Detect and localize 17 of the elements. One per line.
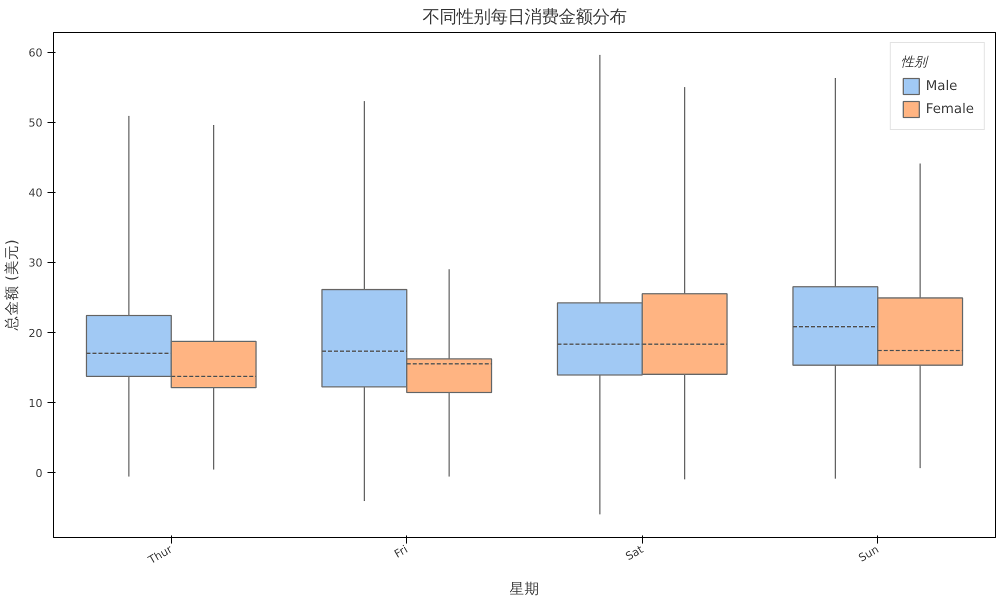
- y-tick-label: 30: [28, 256, 43, 270]
- y-tick-label: 50: [28, 116, 43, 130]
- legend-title: 性别: [900, 54, 930, 71]
- y-tick-label: 10: [28, 396, 43, 410]
- x-tick-label: Fri: [392, 542, 410, 561]
- y-tick-label: 0: [36, 466, 42, 480]
- x-tick-label: Thur: [145, 542, 175, 568]
- y-tick-label: 60: [28, 46, 43, 60]
- x-axis-title: 星期: [510, 580, 540, 598]
- chart-title: 不同性别每日消费金额分布: [422, 8, 626, 28]
- x-tick-label: Sun: [856, 542, 882, 565]
- y-axis-title: 总金额 (美元): [4, 239, 21, 332]
- legend-label: Female: [926, 102, 974, 116]
- y-tick-label: 40: [28, 186, 43, 200]
- y-tick-label: 20: [28, 326, 43, 340]
- x-tick-label: Sat: [623, 542, 646, 564]
- legend-label: Male: [926, 78, 958, 94]
